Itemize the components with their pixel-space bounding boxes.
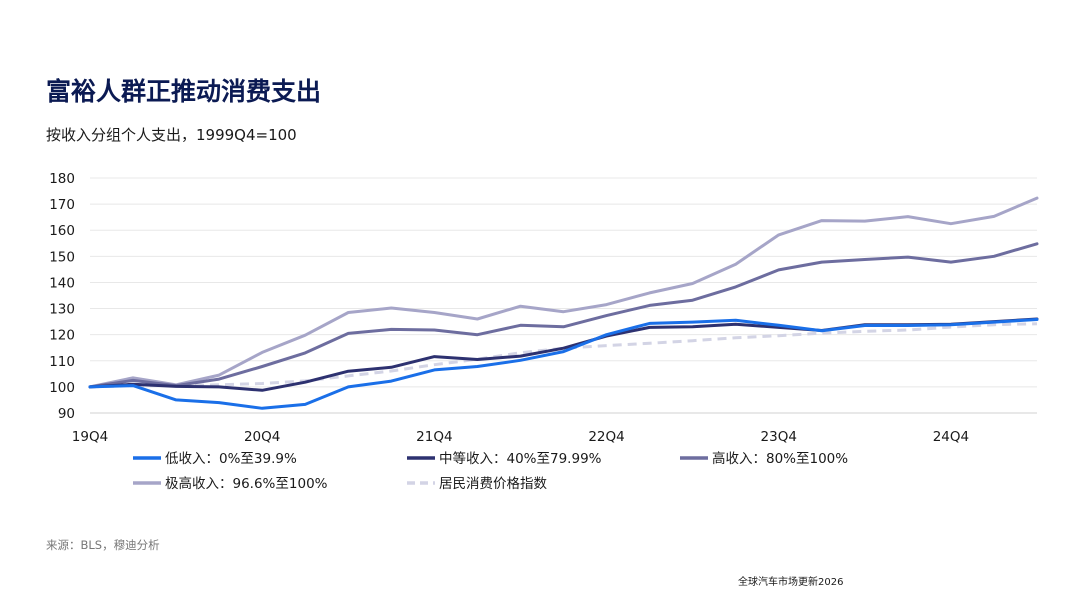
y-tick-label: 120 xyxy=(49,328,75,344)
y-tick-label: 90 xyxy=(58,406,75,422)
legend: 低收入：0%至39.9% 中等收入：40%至79.99% 高收入：80%至100% 极… xyxy=(133,450,848,492)
y-tick-label: 130 xyxy=(49,302,75,318)
y-tick-label: 180 xyxy=(49,171,75,187)
legend-label: 高收入：80%至100% xyxy=(712,450,848,467)
legend-label: 低收入：0%至39.9% xyxy=(165,451,297,467)
y-tick-label: 160 xyxy=(49,223,75,239)
legend-item: 高收入：80%至100% xyxy=(680,450,848,467)
chart-subtitle: 按收入分组个人支出，1999Q4=100 xyxy=(46,126,297,144)
legend-item: 居民消费价格指数 xyxy=(407,476,547,492)
x-tick-label: 24Q4 xyxy=(933,429,969,445)
series-line-2 xyxy=(88,317,1039,392)
report-footer: 全球汽车市场更新2026 xyxy=(738,577,844,588)
y-tick-label: 150 xyxy=(49,249,75,265)
legend-label: 中等收入：40%至79.99% xyxy=(439,450,602,467)
y-tick-label: 100 xyxy=(49,380,75,396)
series-lines xyxy=(88,196,1039,410)
legend-item: 中等收入：40%至79.99% xyxy=(407,450,602,467)
y-tick-label: 110 xyxy=(49,354,75,370)
x-tick-label: 23Q4 xyxy=(761,429,797,445)
series-line-5 xyxy=(89,322,1038,389)
x-tick-label: 20Q4 xyxy=(244,429,280,445)
page-title: 富裕人群正推动消费支出 xyxy=(46,77,322,106)
y-tick-label: 170 xyxy=(49,197,75,213)
x-tick-label: 21Q4 xyxy=(416,429,452,445)
legend-item: 低收入：0%至39.9% xyxy=(133,451,297,467)
legend-item: 极高收入：96.6%至100% xyxy=(133,475,328,492)
y-tick-label: 140 xyxy=(49,275,75,291)
x-axis-ticks: 19Q4 20Q4 21Q4 22Q4 23Q4 24Q4 xyxy=(72,429,969,445)
y-axis-ticks: 90 100 110 120 130 140 150 160 170 180 xyxy=(49,171,75,422)
legend-label: 居民消费价格指数 xyxy=(439,476,547,492)
series-line-4 xyxy=(88,196,1039,389)
legend-label: 极高收入：96.6%至100% xyxy=(165,475,328,492)
series-line-3 xyxy=(88,242,1039,389)
series-line-1 xyxy=(88,318,1039,410)
x-tick-label: 19Q4 xyxy=(72,429,108,445)
grid-lines xyxy=(90,177,1037,414)
x-tick-label: 22Q4 xyxy=(588,429,624,445)
source-note: 来源：BLS，穆迪分析 xyxy=(46,538,160,552)
